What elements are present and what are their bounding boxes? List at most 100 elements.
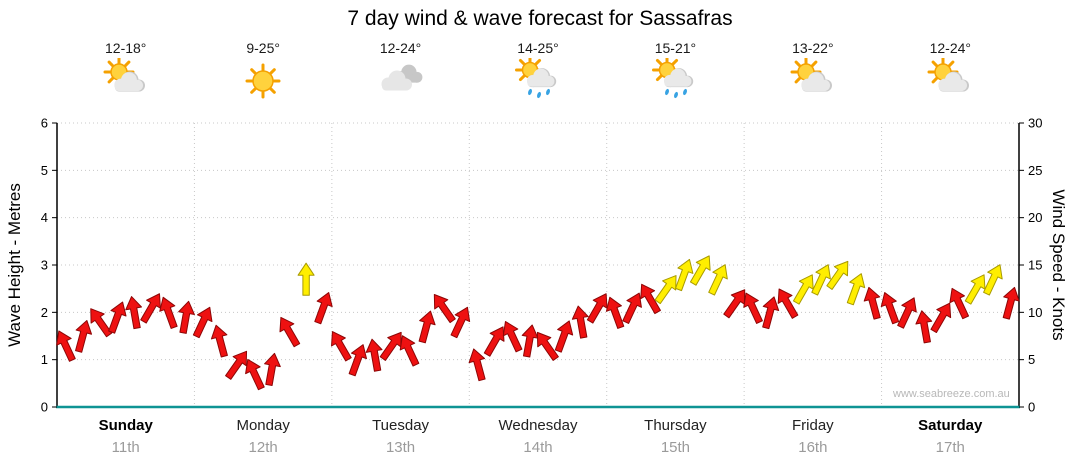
wind-arrow <box>536 331 559 361</box>
wind-arrow <box>210 324 228 358</box>
weather-icon-sun-cloud-rain <box>515 55 557 99</box>
day-header-saturday: 12-24° <box>905 40 995 107</box>
wind-arrow <box>964 274 986 305</box>
wave-height-axis-label: Wave Height - Metres <box>5 183 24 347</box>
wind-tick-label: 30 <box>1028 116 1042 131</box>
day-date: 11th <box>111 439 140 456</box>
wind-arrow <box>56 330 76 362</box>
day-name: Thursday <box>644 417 707 434</box>
wind-arrow <box>915 310 933 344</box>
wind-arrow <box>521 324 539 358</box>
wind-arrow <box>125 296 142 330</box>
wind-arrow <box>654 275 677 305</box>
wind-arrow <box>348 344 368 377</box>
wind-arrow <box>554 320 574 353</box>
wave-tick-label: 0 <box>41 400 48 415</box>
day-name: Friday <box>792 417 834 434</box>
day-header-wednesday: 14-25° <box>493 40 583 107</box>
wind-arrow <box>1002 286 1020 320</box>
day-name: Wednesday <box>498 417 578 434</box>
day-label-monday: Monday 12th <box>218 417 308 456</box>
wind-arrow <box>983 264 1003 296</box>
wind-arrow <box>708 264 728 296</box>
temperature-range: 13-22° <box>792 40 834 56</box>
day-header-monday: 9-25° <box>218 40 308 107</box>
wind-arrow <box>777 288 799 319</box>
wind-arrow <box>846 273 866 306</box>
day-date: 14th <box>523 439 553 456</box>
wind-arrow <box>379 331 402 361</box>
day-name: Monday <box>236 417 290 434</box>
wind-arrow <box>826 260 849 290</box>
wind-arrow <box>297 262 315 296</box>
wind-speed-axis-label: Wind Speed - Knots <box>1049 189 1068 341</box>
wind-tick-label: 20 <box>1028 210 1042 225</box>
wave-tick-label: 3 <box>41 258 48 273</box>
wind-arrow <box>897 297 917 329</box>
temperature-range: 14-25° <box>517 40 559 56</box>
wind-arrow <box>90 308 113 338</box>
wave-tick-label: 2 <box>41 305 48 320</box>
wind-arrow <box>586 293 608 324</box>
wind-arrow <box>418 310 436 344</box>
wind-arrow <box>468 348 486 382</box>
wind-arrow <box>245 358 265 391</box>
wind-tick-label: 25 <box>1028 163 1042 178</box>
wave-tick-label: 1 <box>41 352 48 367</box>
wind-arrow <box>622 292 642 324</box>
wind-arrow <box>314 292 333 325</box>
wind-arrow <box>279 316 301 348</box>
wind-arrow <box>743 292 763 324</box>
day-header-sunday: 12-18° <box>81 40 171 107</box>
day-name: Tuesday <box>372 417 430 434</box>
day-label-wednesday: Wednesday 14th <box>493 417 583 456</box>
wind-arrow <box>433 293 456 324</box>
wind-arrow <box>571 305 589 339</box>
temperature-range: 12-24° <box>929 40 971 56</box>
wind-arrow <box>365 338 383 372</box>
weather-icon-sun-cloud-rain <box>652 55 694 99</box>
wind-arrow <box>792 274 814 305</box>
watermark: www.seabreeze.com.au <box>893 388 1010 400</box>
wind-arrow <box>450 306 471 339</box>
wind-arrow <box>640 283 661 315</box>
day-date: 12th <box>248 439 278 456</box>
page-title: 7 day wind & wave forecast for Sassafras <box>347 7 733 30</box>
day-header-friday: 13-22° <box>768 40 858 107</box>
temperature-range: 9-25° <box>246 40 280 56</box>
wind-tick-label: 10 <box>1028 305 1042 320</box>
wind-arrow <box>225 350 248 380</box>
wind-arrow <box>723 289 746 319</box>
weather-icon-sun <box>245 63 281 99</box>
day-date: 15th <box>660 439 691 456</box>
wave-tick-label: 6 <box>41 116 48 131</box>
day-label-thursday: Thursday 15th <box>630 417 720 456</box>
wind-tick-label: 5 <box>1028 352 1035 367</box>
day-name: Sunday <box>98 417 153 434</box>
wind-tick-label: 0 <box>1028 400 1035 415</box>
wind-arrow <box>399 335 420 367</box>
day-date: 16th <box>798 439 828 456</box>
wind-arrow <box>863 286 881 320</box>
wind-tick-label: 15 <box>1028 258 1042 273</box>
day-name: Saturday <box>918 417 983 434</box>
day-label-saturday: Saturday 17th <box>905 417 995 456</box>
day-header-thursday: 15-21° <box>630 40 720 107</box>
temperature-range: 12-18° <box>105 40 147 56</box>
weather-icon-sun-cloud <box>103 56 145 92</box>
day-header-tuesday: 12-24° <box>356 40 446 107</box>
wind-arrow <box>140 293 161 324</box>
wind-arrow <box>108 301 127 334</box>
wind-arrow <box>264 352 281 386</box>
wind-arrow <box>689 255 711 286</box>
wind-arrow <box>811 264 831 296</box>
day-label-friday: Friday 16th <box>768 417 858 456</box>
day-label-tuesday: Tuesday 13th <box>356 417 446 456</box>
wind-arrow <box>605 296 625 329</box>
wave-tick-label: 4 <box>41 210 48 225</box>
day-date: 13th <box>385 439 416 456</box>
weather-icon-sun-cloud <box>790 56 832 92</box>
wind-arrow <box>675 258 694 292</box>
